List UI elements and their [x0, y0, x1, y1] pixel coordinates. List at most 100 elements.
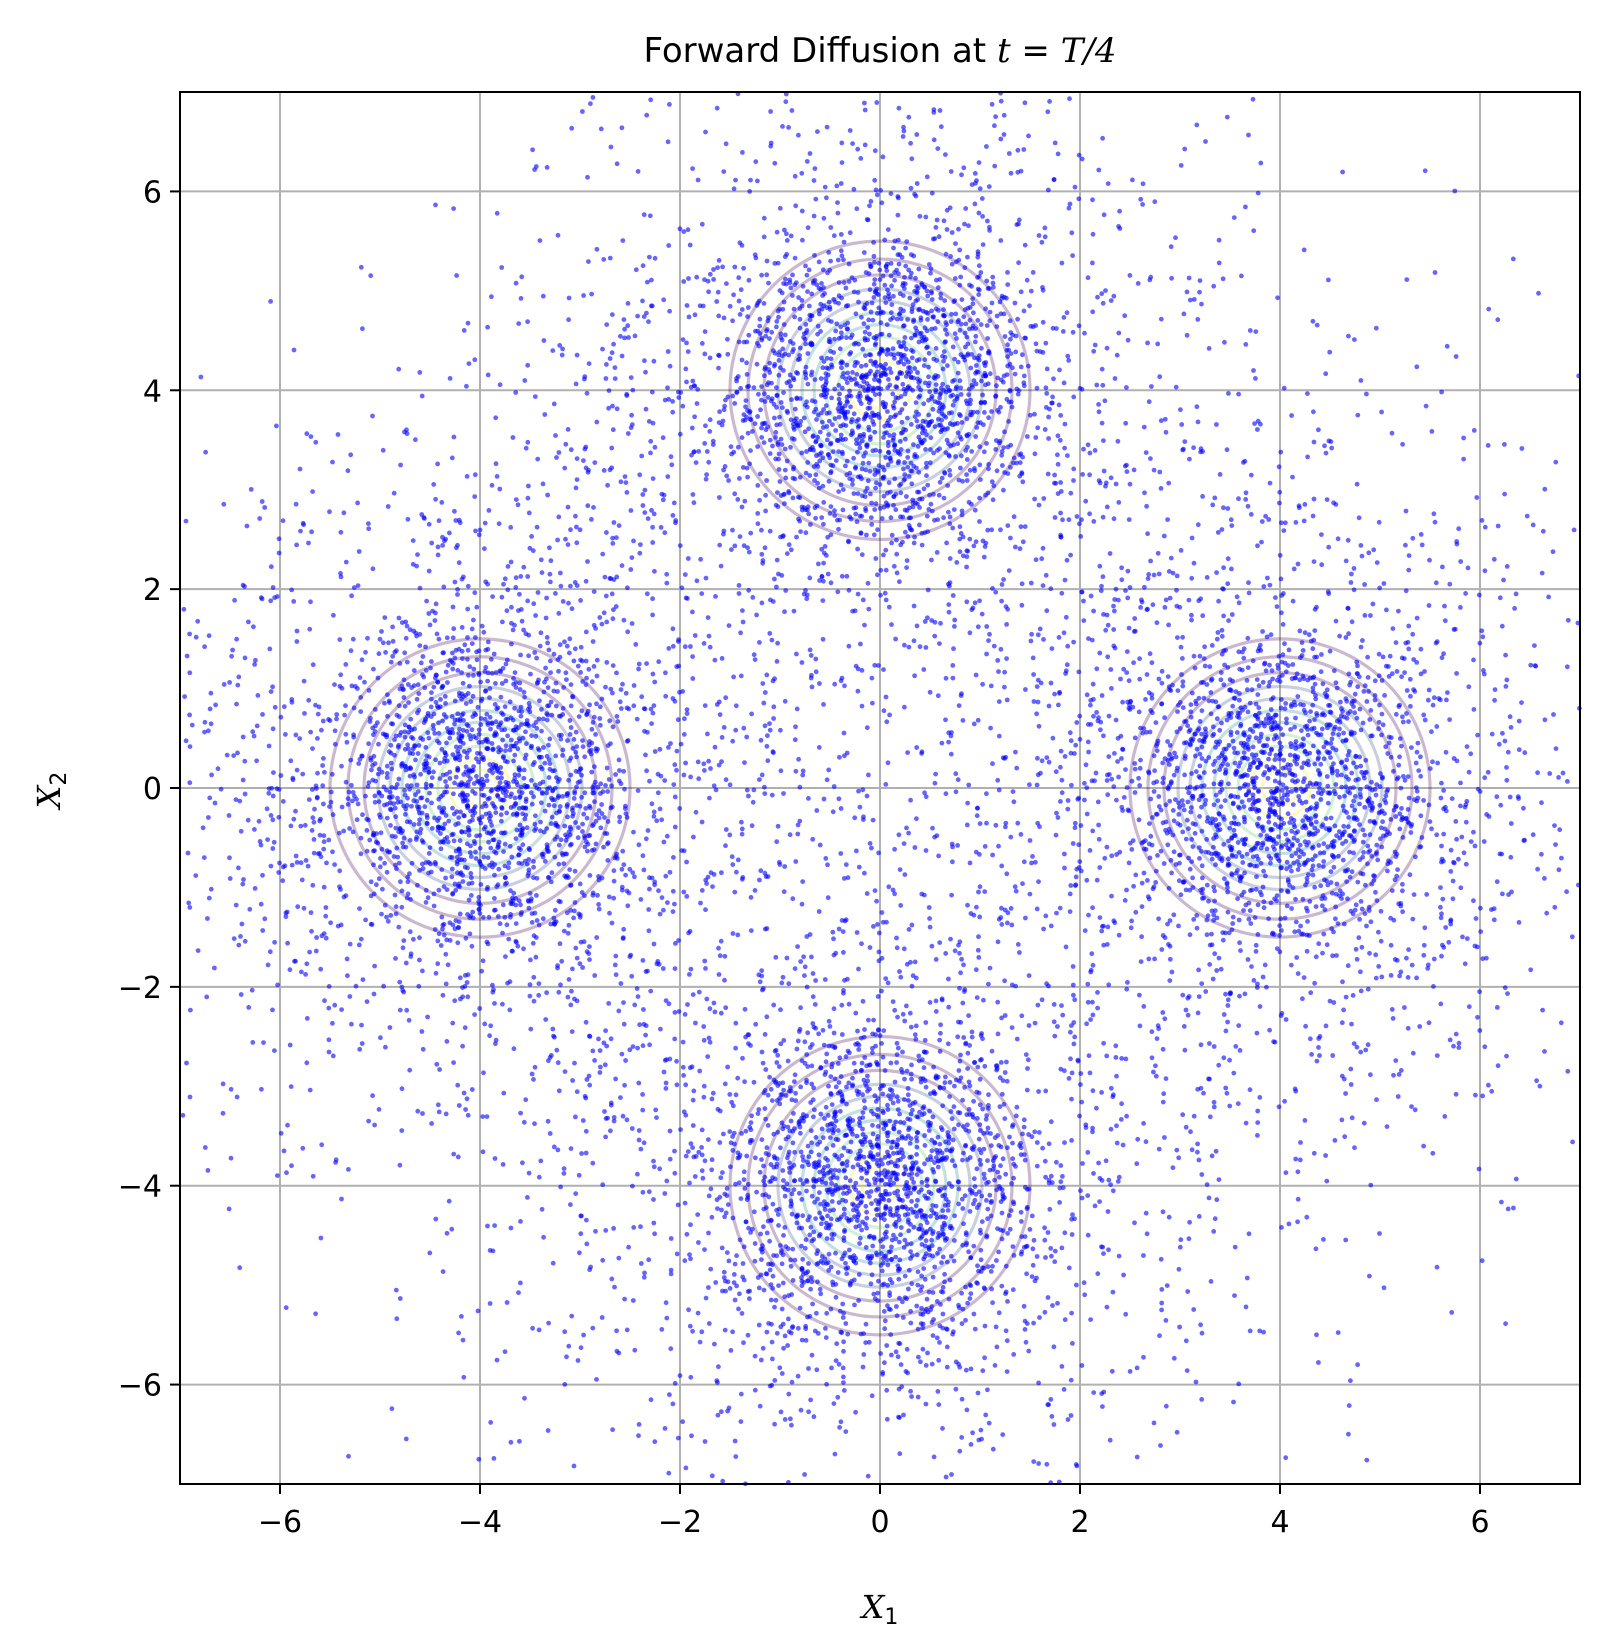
scatter-point: [355, 686, 360, 691]
scatter-point: [990, 852, 995, 858]
scatter-point: [374, 831, 379, 836]
scatter-point: [444, 758, 450, 764]
scatter-point: [465, 792, 470, 798]
scatter-point: [487, 714, 493, 720]
scatter-point: [1052, 472, 1057, 478]
scatter-point: [824, 437, 830, 443]
scatter-point: [1061, 315, 1067, 320]
scatter-point: [1043, 572, 1049, 578]
scatter-point: [782, 254, 788, 260]
scatter-point: [427, 622, 433, 628]
scatter-point: [994, 313, 1000, 319]
scatter-point: [587, 873, 593, 878]
scatter-point: [537, 238, 543, 244]
scatter-point: [387, 800, 393, 806]
scatter-point: [929, 290, 934, 296]
scatter-point: [972, 468, 978, 474]
scatter-point: [644, 310, 649, 316]
scatter-point: [921, 401, 927, 407]
scatter-point: [404, 623, 410, 629]
scatter-point: [627, 866, 633, 872]
scatter-point: [212, 965, 217, 971]
scatter-point: [759, 397, 764, 403]
scatter-point: [492, 702, 498, 707]
scatter-point: [872, 260, 877, 265]
scatter-point: [402, 788, 407, 793]
scatter-point: [521, 946, 526, 952]
scatter-point: [706, 633, 712, 639]
scatter-point: [585, 848, 590, 854]
scatter-point: [516, 321, 522, 326]
scatter-point: [348, 452, 354, 458]
scatter-point: [857, 390, 862, 396]
scatter-point: [794, 280, 799, 286]
scatter-point: [456, 821, 461, 826]
scatter-point: [890, 438, 896, 443]
scatter-point: [782, 864, 788, 869]
scatter-point: [960, 478, 965, 484]
scatter-point: [835, 589, 841, 595]
scatter-point: [642, 510, 648, 515]
scatter-point: [726, 623, 732, 628]
scatter-point: [396, 860, 402, 866]
scatter-point: [774, 584, 779, 590]
scatter-point: [936, 308, 941, 313]
scatter-point: [348, 648, 354, 654]
scatter-point: [634, 716, 640, 722]
scatter-point: [640, 853, 646, 859]
scatter-point: [645, 279, 650, 285]
scatter-point: [779, 980, 785, 986]
scatter-point: [872, 472, 878, 477]
scatter-point: [957, 247, 963, 253]
scatter-point: [443, 779, 448, 784]
scatter-point: [816, 561, 821, 567]
scatter-point: [776, 456, 781, 462]
scatter-point: [1178, 407, 1183, 413]
scatter-point: [878, 320, 884, 326]
scatter-point: [816, 485, 822, 491]
scatter-point: [587, 944, 592, 949]
scatter-point: [1058, 480, 1063, 485]
scatter-point: [1100, 514, 1106, 520]
scatter-point: [959, 297, 965, 302]
scatter-point: [402, 429, 407, 435]
scatter-point: [872, 429, 878, 435]
scatter-point: [396, 703, 402, 709]
scatter-point: [794, 651, 799, 657]
scatter-point: [719, 656, 725, 661]
scatter-point: [842, 322, 848, 328]
scatter-point: [386, 698, 392, 704]
scatter-point: [872, 507, 878, 512]
scatter-point: [682, 644, 688, 650]
scatter-point: [629, 621, 635, 626]
scatter-point: [804, 272, 810, 278]
scatter-point: [765, 758, 771, 764]
scatter-point: [883, 782, 889, 787]
scatter-point: [1203, 139, 1208, 144]
scatter-point: [542, 412, 548, 417]
scatter-point: [737, 534, 743, 539]
scatter-point: [205, 1168, 211, 1173]
scatter-point: [809, 291, 815, 297]
scatter-point: [589, 726, 595, 732]
scatter-point: [606, 1001, 612, 1006]
scatter-point: [370, 566, 376, 572]
scatter-point: [914, 358, 920, 363]
scatter-point: [781, 281, 786, 286]
scatter-point: [1015, 169, 1021, 175]
scatter-point: [565, 504, 571, 510]
scatter-point: [492, 805, 498, 811]
scatter-point: [656, 659, 662, 665]
scatter-point: [480, 1114, 486, 1119]
scatter-point: [777, 349, 782, 355]
scatter-point: [1371, 547, 1377, 553]
scatter-point: [308, 599, 313, 605]
scatter-point: [894, 376, 900, 381]
scatter-point: [740, 465, 746, 470]
scatter-point: [330, 1053, 336, 1059]
scatter-point: [436, 1109, 442, 1115]
scatter-point: [1123, 420, 1129, 426]
scatter-point: [970, 384, 975, 390]
scatter-point: [423, 860, 429, 865]
scatter-point: [932, 619, 938, 625]
